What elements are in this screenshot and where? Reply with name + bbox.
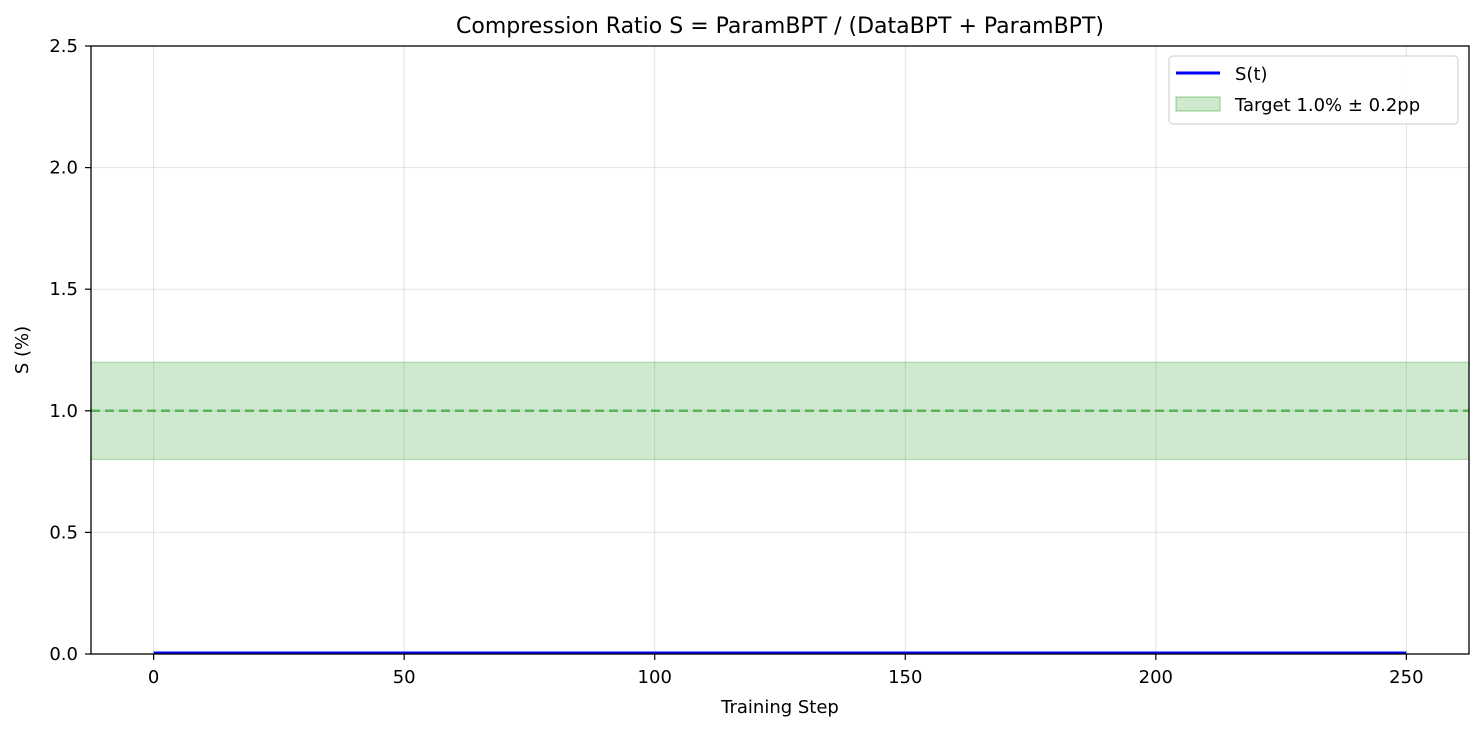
y-axis-label: S (%) [12,326,33,374]
y-tick-label: 1.5 [49,279,78,300]
y-tick-label: 2.5 [49,36,78,57]
legend-label-band: Target 1.0% ± 0.2pp [1234,95,1420,116]
plot-frame [90,45,1470,655]
x-tick-label: 50 [393,667,416,688]
legend: S(t) Target 1.0% ± 0.2pp [1168,55,1459,125]
legend-label-series: S(t) [1235,64,1268,85]
x-tick-label: 250 [1389,667,1423,688]
chart-title: Compression Ratio S = ParamBPT / (DataBP… [456,14,1104,39]
x-tick-label: 100 [638,667,672,688]
y-tick-label: 0.0 [49,644,78,665]
y-tick-label: 1.0 [49,401,78,422]
x-tick-label: 200 [1139,667,1173,688]
y-tick-label: 2.0 [49,158,78,179]
legend-box [1168,55,1459,125]
x-tick-label: 150 [888,667,922,688]
grid [91,45,1469,655]
target-band [90,361,1470,460]
x-axis-label: Training Step [720,697,839,718]
y-tick-label: 0.5 [49,522,78,543]
legend-band-swatch [1175,96,1221,112]
ticks: 0 50 100 150 200 250 0.0 0.5 1.0 1.5 2.0 2.5 [49,36,1423,688]
x-tick-label: 0 [148,667,159,688]
